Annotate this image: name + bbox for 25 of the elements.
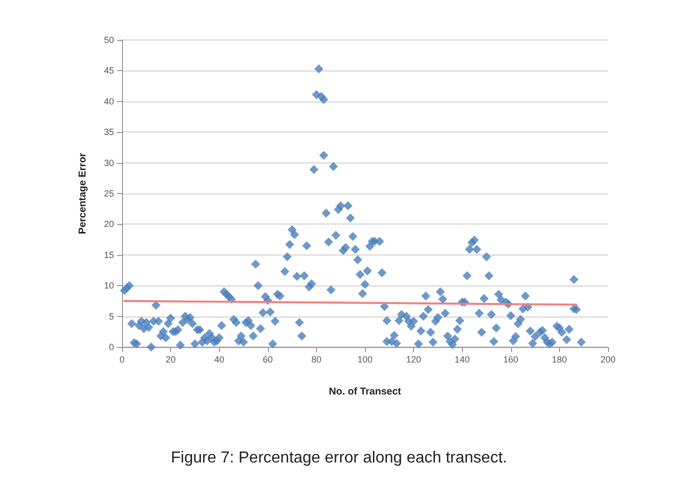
x-tick-label: 120 [406,354,422,364]
x-axis-title: No. of Transect [328,386,402,398]
x-tick-label: 0 [119,354,125,364]
y-tick-label: 45 [104,66,114,76]
y-tick-label: 0 [108,342,114,352]
x-tick-label: 180 [552,354,567,364]
x-tick-label: 100 [357,354,373,364]
y-tick-label: 35 [104,127,114,138]
y-tick-label: 5 [108,311,114,322]
x-tick-label: 20 [166,354,176,364]
y-tick-label: 25 [104,188,114,198]
y-tick-label: 15 [104,250,114,260]
x-tick-label: 80 [311,354,322,364]
text: Figure 7: Percentage error along each transect. [170,450,508,466]
y-axis-title: Percentage Error [78,152,88,234]
x-tick-label: 160 [503,354,518,364]
y-tick-label: 40 [104,96,114,106]
x-tick-label: 60 [262,354,273,364]
y-tick-label: 50 [104,35,114,45]
x-tick-label: 40 [214,354,224,364]
y-tick-label: 10 [104,280,114,291]
x-tick-label: 200 [600,354,616,364]
x-tick-label: 140 [454,354,470,364]
y-tick-label: 30 [104,158,114,168]
y-tick-label: 20 [104,219,114,230]
